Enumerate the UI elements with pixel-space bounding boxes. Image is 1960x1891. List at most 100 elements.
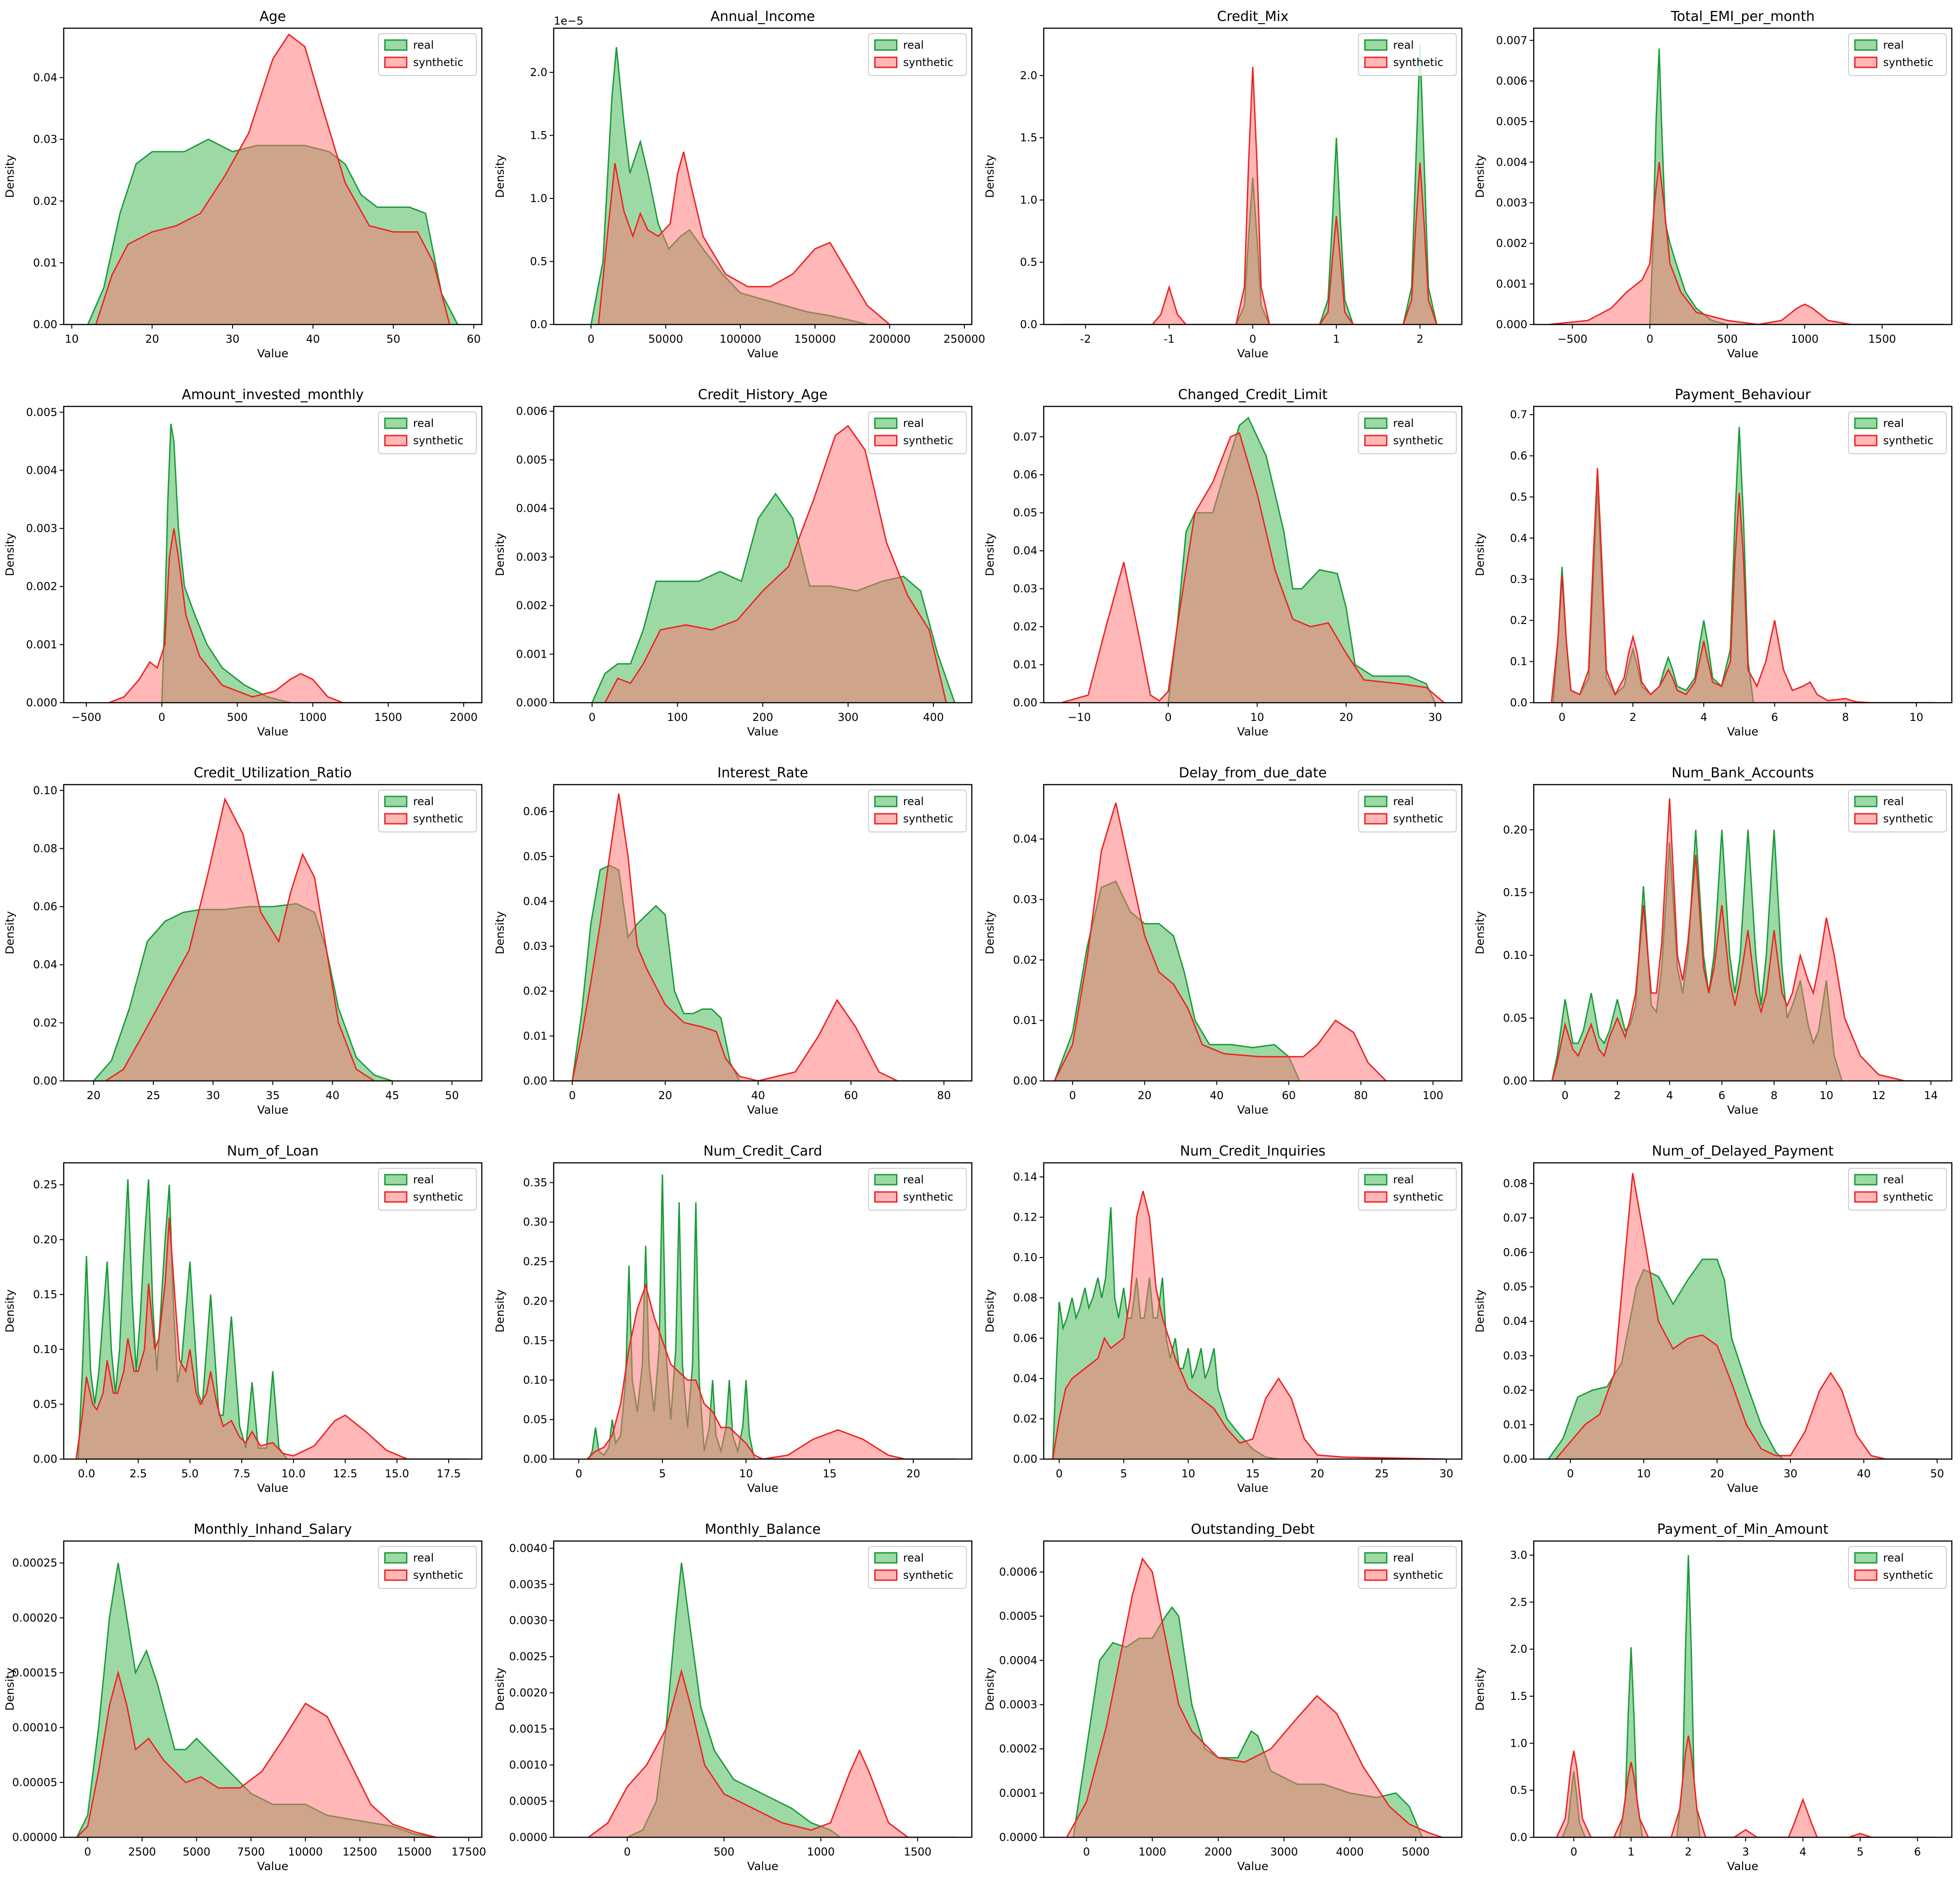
x-tick-label: −500 xyxy=(71,711,101,724)
y-axis-label: Density xyxy=(1473,533,1486,576)
x-tick-label: 5 xyxy=(1120,1467,1127,1480)
legend-label-real: real xyxy=(1393,795,1413,808)
y-tick-label: 0.30 xyxy=(523,1216,547,1228)
x-tick-label: 50 xyxy=(445,1089,459,1102)
legend-swatch-synthetic xyxy=(874,1569,897,1581)
y-tick-label: 0.00 xyxy=(1503,1453,1527,1465)
x-tick-label: 1000 xyxy=(1139,1845,1166,1858)
legend-label-synthetic: synthetic xyxy=(903,1191,954,1203)
y-tick-label: 0.15 xyxy=(33,1288,57,1301)
x-tick-label: −500 xyxy=(1557,333,1587,345)
y-tick-label: 0.01 xyxy=(1013,659,1037,671)
legend-swatch-synthetic xyxy=(1854,56,1878,68)
y-tick-label: 1.5 xyxy=(1020,132,1037,144)
y-tick-label: 0.0004 xyxy=(999,1654,1038,1667)
series-synthetic-area xyxy=(1552,798,1931,1081)
x-tick-label: 5000 xyxy=(182,1845,210,1858)
y-tick-label: 0.00010 xyxy=(12,1721,57,1734)
y-axis-label: Density xyxy=(493,911,506,954)
x-tick-label: 2000 xyxy=(1204,1845,1232,1858)
legend-label-synthetic: synthetic xyxy=(413,434,464,447)
plot-area xyxy=(1053,802,1451,1081)
legend-swatch-synthetic xyxy=(874,56,897,68)
legend: real synthetic xyxy=(868,1546,967,1589)
y-tick-label: 0.0015 xyxy=(509,1723,547,1735)
legend-label-synthetic: synthetic xyxy=(413,1569,464,1582)
y-tick-label: 0.25 xyxy=(33,1178,57,1191)
legend-swatch-real xyxy=(384,39,408,51)
axes-frame xyxy=(1533,784,1953,1082)
x-tick-label: 40 xyxy=(325,1089,339,1102)
y-tick-label: 0.0 xyxy=(530,318,547,331)
x-tick-label: 1000 xyxy=(299,711,327,724)
y-tick-label: 0.02 xyxy=(1013,1412,1037,1425)
x-tick-label: 0 xyxy=(1562,1089,1569,1102)
y-tick-label: 0.12 xyxy=(1013,1211,1037,1224)
legend: real synthetic xyxy=(378,1546,477,1589)
x-tick-label: 10.0 xyxy=(281,1467,305,1480)
x-tick-label: 60 xyxy=(1282,1089,1296,1102)
y-tick-label: 0.0025 xyxy=(509,1650,547,1663)
x-tick-label: 5 xyxy=(659,1467,666,1480)
x-tick-label: 500 xyxy=(227,711,248,724)
x-tick-label: 0 xyxy=(587,333,594,345)
x-tick-label: 1500 xyxy=(1868,333,1896,345)
x-tick-label: 4 xyxy=(1700,711,1707,724)
legend-swatch-synthetic xyxy=(1364,813,1388,825)
axes-frame xyxy=(553,1540,972,1838)
series-real-line xyxy=(1649,48,1727,324)
y-tick-label: 0.0030 xyxy=(509,1614,547,1627)
y-tick-label: 0.05 xyxy=(523,850,547,863)
y-tick-label: 0.05 xyxy=(1013,507,1037,519)
series-real-line xyxy=(1548,1258,1784,1459)
plot-area xyxy=(1052,1191,1447,1459)
plot-area xyxy=(587,1174,955,1459)
legend-label-real: real xyxy=(413,39,434,51)
x-tick-label: 40 xyxy=(306,333,320,345)
y-tick-label: 0.004 xyxy=(26,464,57,477)
series-synthetic-line xyxy=(1551,798,1931,1081)
series-synthetic-area xyxy=(105,799,375,1081)
x-axis-label: Value xyxy=(257,725,289,738)
y-axis-label: Density xyxy=(3,533,16,576)
y-tick-label: 0.002 xyxy=(516,599,547,612)
chart-title: Monthly_Balance xyxy=(705,1521,821,1537)
density-chart: Credit_History_Age 0 100 200 300 400 0.000 0.00… xyxy=(493,387,972,738)
x-tick-label: 500 xyxy=(1717,333,1738,345)
y-tick-label: 0.00005 xyxy=(12,1776,57,1789)
series-synthetic-line xyxy=(75,1217,470,1459)
y-tick-label: 0.00 xyxy=(1013,696,1037,709)
x-tick-label: 17500 xyxy=(451,1845,486,1858)
x-axis-label: Value xyxy=(257,1481,289,1495)
x-tick-label: 35 xyxy=(266,1089,280,1102)
x-tick-label: 0 xyxy=(588,711,595,724)
y-tick-label: 0.20 xyxy=(523,1295,547,1308)
y-tick-label: 0.04 xyxy=(1503,1315,1527,1328)
y-tick-label: 0.10 xyxy=(1503,949,1527,962)
legend-swatch-real xyxy=(1364,1552,1388,1564)
chart-title: Total_EMI_per_month xyxy=(1671,9,1815,25)
chart-title: Num_Credit_Card xyxy=(704,1143,822,1159)
y-tick-label: 0.08 xyxy=(1013,1292,1037,1304)
x-tick-label: 4 xyxy=(1666,1089,1673,1102)
plot-area xyxy=(75,1179,470,1459)
y-axis-label: Density xyxy=(983,1668,997,1711)
x-tick-label: 17.5 xyxy=(436,1467,461,1480)
legend-label-real: real xyxy=(903,1551,924,1564)
legend-swatch-synthetic xyxy=(384,813,408,825)
x-tick-label: 10 xyxy=(65,333,79,345)
x-tick-label: 200000 xyxy=(869,333,911,345)
x-tick-label: 250000 xyxy=(943,333,985,345)
y-tick-label: 0.0001 xyxy=(999,1787,1038,1800)
series-synthetic-area xyxy=(1067,1558,1442,1837)
axes-frame xyxy=(63,1540,482,1838)
y-tick-label: 0.04 xyxy=(1013,544,1037,557)
y-tick-label: 0.35 xyxy=(523,1176,547,1189)
plot-area xyxy=(1061,416,1445,703)
legend-label-real: real xyxy=(413,1173,434,1186)
legend-label-synthetic: synthetic xyxy=(413,1191,464,1203)
legend-label-synthetic: synthetic xyxy=(903,812,954,825)
density-chart: Monthly_Inhand_Salary 0 2500 5000 7500 10000 1… xyxy=(3,1521,486,1873)
legend: real synthetic xyxy=(1358,33,1457,76)
y-tick-label: 0.10 xyxy=(33,1343,57,1356)
